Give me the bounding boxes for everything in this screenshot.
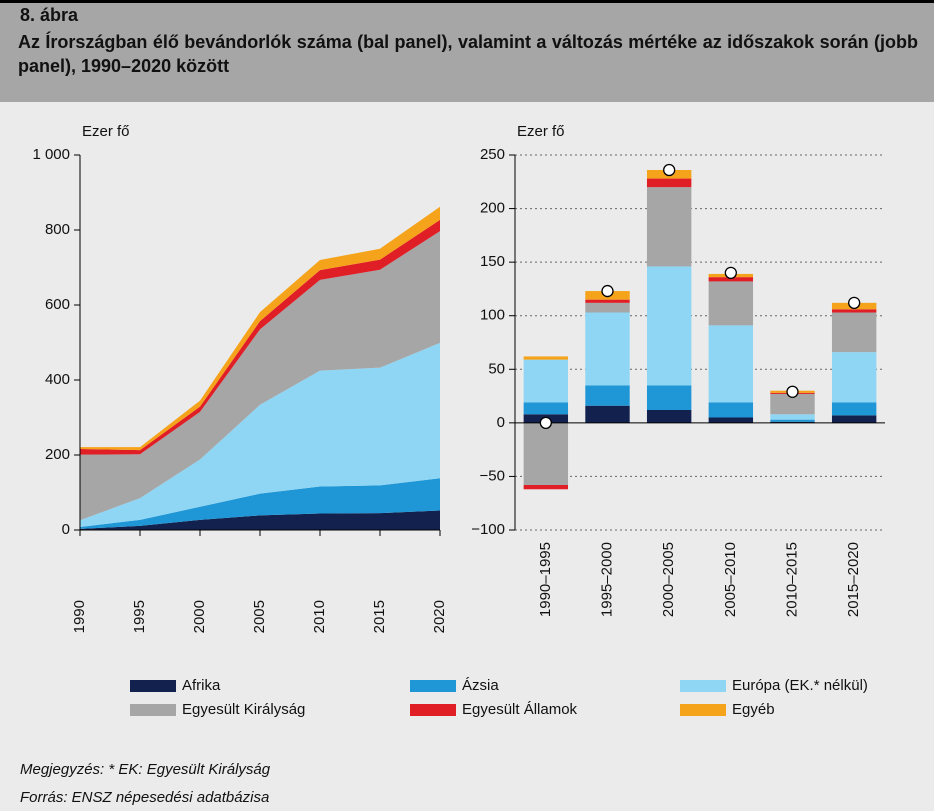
x-tick-label: 2010–2015 xyxy=(783,542,800,617)
x-tick-label: 2015 xyxy=(371,600,388,633)
y-tick-label: 50 xyxy=(488,360,505,377)
x-tick-label: 2020 xyxy=(431,600,448,633)
x-tick-label: 1990 xyxy=(71,600,88,633)
bar xyxy=(770,414,815,420)
y-tick-label: 0 xyxy=(497,414,505,431)
y-axis-title: Ezer fő xyxy=(517,123,565,140)
x-tick-label: 1995 xyxy=(131,600,148,633)
total-marker xyxy=(539,416,552,430)
legend-swatch xyxy=(130,704,176,716)
x-tick-label: 1990–1995 xyxy=(537,542,554,617)
y-tick-label: 1 000 xyxy=(32,146,70,163)
legend-swatch xyxy=(410,704,456,716)
y-tick-label: 200 xyxy=(480,200,505,217)
area xyxy=(80,478,440,529)
x-tick-label: 2000 xyxy=(191,600,208,633)
figure-label: 8. ábra xyxy=(20,5,79,25)
header-rule xyxy=(0,0,934,3)
area xyxy=(80,231,440,521)
source: Forrás: ENSZ népesedési adatbázisa xyxy=(20,789,269,806)
x-tick-label: 2005 xyxy=(251,600,268,633)
bar xyxy=(831,352,877,403)
bar xyxy=(523,422,569,485)
legend-swatch xyxy=(410,680,456,692)
bar xyxy=(646,385,692,410)
total-marker xyxy=(848,296,861,310)
legend-label: Egyesült Államok xyxy=(462,701,578,718)
bar xyxy=(646,187,692,267)
x-tick-label: 2015–2020 xyxy=(845,542,862,617)
legend-label: Egyesült Királyság xyxy=(182,701,305,718)
total-marker xyxy=(724,266,737,280)
legend-swatch xyxy=(680,704,726,716)
bar xyxy=(708,325,754,403)
bar xyxy=(831,415,877,423)
y-tick-label: −100 xyxy=(471,521,505,538)
y-tick-label: 150 xyxy=(480,253,505,270)
y-tick-label: 600 xyxy=(45,296,70,313)
bar xyxy=(585,299,630,303)
total-marker xyxy=(601,284,614,298)
bar xyxy=(708,402,754,418)
legend-label: Európa (EK.* nélkül) xyxy=(732,677,868,694)
bar xyxy=(523,402,569,415)
legend-label: Egyéb xyxy=(732,701,775,718)
header-band xyxy=(0,0,934,102)
bar xyxy=(708,417,754,423)
bar xyxy=(646,178,692,188)
bar xyxy=(585,312,630,386)
area xyxy=(80,510,440,530)
bar xyxy=(831,402,877,416)
x-tick-label: 2005–2010 xyxy=(722,542,739,617)
bar xyxy=(646,266,692,386)
area xyxy=(80,342,440,527)
bar xyxy=(585,405,630,423)
note: Megjegyzés: * EK: Egyesült Királyság xyxy=(20,761,271,778)
y-tick-label: 800 xyxy=(45,221,70,238)
total-marker xyxy=(663,163,676,177)
figure-title: Az Írországban élő bevándorlók száma (ba… xyxy=(18,32,918,76)
legend-label: Ázsia xyxy=(462,677,499,694)
bar xyxy=(585,302,630,313)
bar xyxy=(585,385,630,406)
legend-swatch xyxy=(130,680,176,692)
y-tick-label: −50 xyxy=(480,467,505,484)
legend-swatch xyxy=(680,680,726,692)
bar xyxy=(708,281,754,326)
total-marker xyxy=(786,385,799,398)
y-tick-label: 250 xyxy=(480,146,505,163)
legend-label: Afrika xyxy=(182,677,221,694)
bar xyxy=(708,277,754,282)
x-tick-label: 2010 xyxy=(311,600,328,633)
y-tick-label: 100 xyxy=(480,307,505,324)
bar xyxy=(770,421,815,423)
x-tick-label: 2000–2005 xyxy=(660,542,677,617)
bar xyxy=(770,419,815,422)
title-box: Az Írországban élő bevándorlók száma (ba… xyxy=(18,32,918,76)
y-tick-label: 0 xyxy=(62,521,70,538)
bar xyxy=(831,312,877,353)
bar xyxy=(831,309,877,313)
y-axis-title: Ezer fő xyxy=(82,123,130,140)
bar xyxy=(646,410,692,423)
bar xyxy=(523,356,569,360)
x-tick-label: 1995–2000 xyxy=(598,542,615,617)
y-tick-label: 200 xyxy=(45,446,70,463)
bar xyxy=(523,485,569,490)
bar xyxy=(523,359,569,403)
y-tick-label: 400 xyxy=(45,371,70,388)
bar xyxy=(770,393,815,415)
